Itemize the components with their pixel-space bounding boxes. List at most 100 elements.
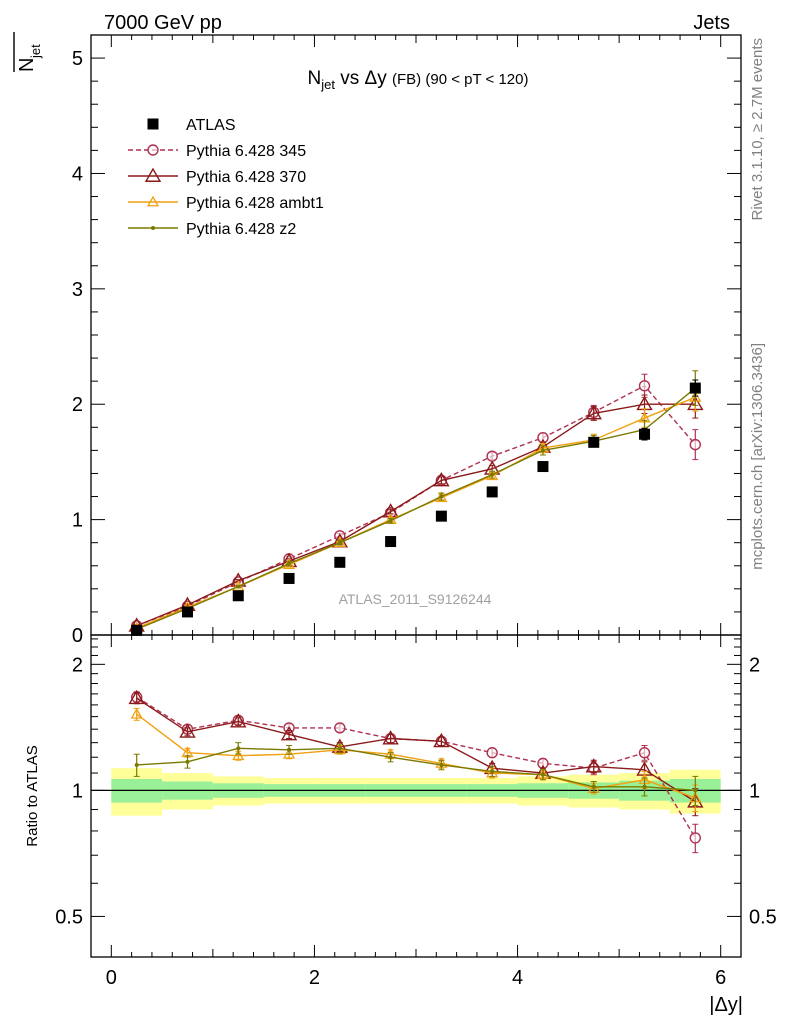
legend-entry: Pythia 6.428 z2 — [128, 221, 296, 238]
x-tick-label: 2 — [309, 967, 320, 989]
data-point-marker — [439, 494, 444, 499]
data-point-marker — [283, 572, 295, 584]
title-subscript: jet — [320, 77, 335, 92]
data-point-marker — [287, 561, 292, 566]
rivet-version-label: Rivet 3.1.10, ≥ 2.7M events — [749, 38, 766, 221]
data-point-marker — [642, 784, 647, 789]
legend-label: ATLAS — [186, 117, 236, 134]
series-line — [136, 387, 696, 630]
data-point-marker — [147, 144, 159, 156]
ratio-y-tick-label-left: 1 — [72, 780, 83, 802]
analysis-watermark: ATLAS_2011_S9126244 — [339, 591, 492, 607]
data-point-marker — [693, 788, 698, 793]
data-point-marker — [280, 726, 298, 741]
data-point-marker — [540, 772, 545, 777]
ratio-y-tick-label-right: 0.5 — [749, 906, 777, 928]
data-point-marker — [639, 428, 651, 440]
data-point-marker — [131, 624, 143, 636]
data-point-marker — [232, 749, 245, 761]
data-point-marker — [287, 747, 292, 752]
x-tick-label: 4 — [512, 967, 523, 989]
legend-label: Pythia 6.428 ambt1 — [186, 195, 324, 212]
legend-label: Pythia 6.428 345 — [186, 143, 306, 160]
data-point-marker — [334, 722, 346, 734]
series-pythia-6-428-z2 — [133, 742, 699, 807]
series-line — [136, 697, 696, 803]
data-point-marker — [337, 540, 342, 545]
data-point-marker — [435, 510, 447, 522]
data-point-marker — [134, 762, 139, 767]
data-point-marker — [486, 486, 498, 498]
legend-label: Pythia 6.428 370 — [186, 169, 306, 186]
data-point-marker — [144, 167, 162, 182]
data-point-marker — [388, 755, 393, 760]
main-title: Njet vs Δy (FB) (90 < pT < 120) — [308, 68, 529, 92]
data-point-marker — [146, 195, 160, 207]
data-point-marker — [591, 784, 596, 789]
data-point-marker — [486, 747, 498, 759]
title-range: (90 < pT < 120) — [421, 71, 528, 88]
data-point-marker — [689, 382, 701, 394]
y-tick-label: 2 — [72, 394, 83, 416]
legend-entry: Pythia 6.428 ambt1 — [128, 195, 324, 212]
legend-entry: ATLAS — [147, 117, 236, 134]
data-point-marker — [185, 759, 190, 764]
data-point-marker — [232, 590, 244, 602]
series-line — [136, 747, 696, 792]
data-point-marker — [382, 730, 399, 745]
data-point-marker — [236, 746, 241, 751]
main-ylabel: N jet — [13, 32, 43, 72]
main-ylabel-sub: jet — [28, 44, 43, 59]
data-point-marker — [130, 707, 143, 719]
legend: ATLAS Pythia 6.428 345 Pythia 6.428 370 Pyt… — [128, 117, 324, 238]
legend-entry: Pythia 6.428 345 — [128, 143, 306, 160]
data-point-marker — [540, 448, 545, 453]
series-atlas — [131, 379, 701, 636]
x-tick-label: 6 — [715, 967, 726, 989]
series-pythia-6-428-345 — [131, 691, 701, 854]
y-tick-label: 3 — [72, 279, 83, 301]
data-point-marker — [230, 713, 247, 728]
main-ylabel-n: N — [16, 58, 38, 72]
data-point-marker — [385, 536, 397, 548]
data-point-marker — [151, 226, 155, 230]
data-point-marker — [181, 606, 193, 618]
data-point-marker — [439, 762, 444, 767]
title-fb: (FB) — [392, 71, 421, 88]
ratio-y-tick-label-right: 1 — [749, 780, 760, 802]
data-point-marker — [490, 472, 495, 477]
data-point-marker — [588, 436, 600, 448]
series-line — [136, 403, 696, 627]
data-point-marker — [236, 584, 241, 589]
data-point-marker — [382, 503, 399, 518]
axes: 0 2 4 6 0 1 2 3 4 5 0.5 0.5 1 1 2 2 — [55, 34, 777, 989]
x-tick-label: 0 — [106, 967, 117, 989]
data-point-marker — [537, 461, 549, 473]
y-tick-label: 5 — [72, 48, 83, 70]
data-point-marker — [128, 689, 145, 705]
legend-entry: Pythia 6.428 370 — [128, 167, 306, 186]
data-point-marker — [490, 769, 495, 774]
y-tick-label: 0 — [72, 625, 83, 647]
data-point-marker — [689, 438, 701, 451]
header-left-label: 7000 GeV pp — [104, 12, 222, 34]
data-point-marker — [179, 723, 196, 738]
title-n: N — [308, 68, 322, 89]
ratio-y-tick-label-left: 2 — [72, 654, 83, 676]
ratio-ylabel: Ratio to ATLAS — [24, 745, 41, 846]
y-tick-label: 4 — [72, 163, 83, 185]
data-point-marker — [585, 758, 602, 773]
data-point-marker — [337, 746, 342, 751]
data-point-marker — [433, 732, 450, 748]
ratio-y-tick-label-left: 0.5 — [55, 906, 83, 928]
series-layer — [128, 370, 704, 854]
title-vs: vs Δy — [335, 68, 392, 89]
legend-label: Pythia 6.428 z2 — [186, 221, 296, 238]
data-point-marker — [689, 832, 701, 844]
data-point-marker — [585, 405, 602, 420]
data-point-marker — [638, 380, 651, 392]
data-point-marker — [388, 518, 393, 523]
x-axis-label: |Δy| — [709, 994, 743, 1016]
mcplots-label: mcplots.cern.ch [arXiv:1306.3436] — [749, 343, 766, 570]
data-point-marker — [486, 450, 498, 462]
